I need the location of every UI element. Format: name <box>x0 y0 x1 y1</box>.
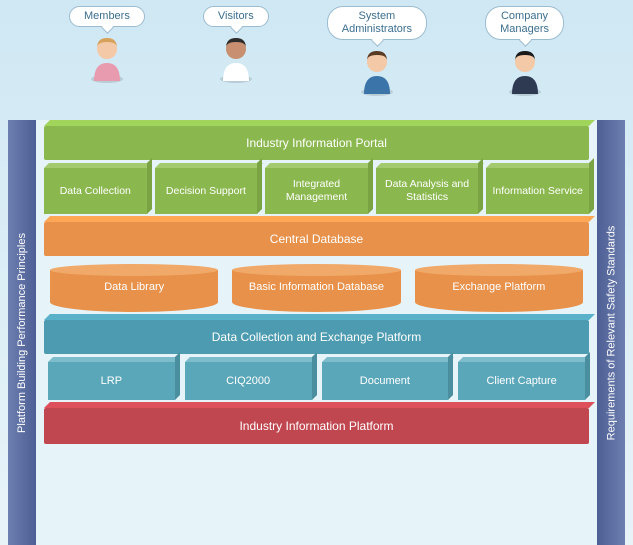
cylinder-row: Data Library Basic Information Database Ex… <box>44 264 589 312</box>
actor-3: CompanyManagers <box>485 6 564 118</box>
architecture-frame: Platform Building Performance Principles… <box>8 120 625 545</box>
teal-box-3: Client Capture <box>458 362 585 400</box>
actor-0: Members <box>69 6 145 118</box>
teal-bar: Data Collection and Exchange Platform <box>44 320 589 354</box>
actor-1: Visitors <box>203 6 269 118</box>
left-pillar: Platform Building Performance Principles <box>8 120 36 545</box>
portal-label: Industry Information Portal <box>246 136 387 150</box>
person-icon <box>86 31 128 83</box>
red-bar-label: Industry Information Platform <box>239 419 393 433</box>
stack: Industry Information Portal Data Collect… <box>36 120 597 545</box>
actors-row: Members Visitors SystemAdministrators Co… <box>0 0 633 118</box>
cylinder-1: Basic Information Database <box>232 264 400 312</box>
green-row: Data CollectionDecision SupportIntegrate… <box>44 168 589 214</box>
green-box-1: Decision Support <box>155 168 258 214</box>
central-db-label: Central Database <box>270 232 363 246</box>
cylinder-0: Data Library <box>50 264 218 312</box>
right-pillar-label: Requirements of Relevant Safety Standard… <box>605 225 617 440</box>
actor-2: SystemAdministrators <box>327 6 427 118</box>
person-icon <box>356 44 398 96</box>
green-box-0: Data Collection <box>44 168 147 214</box>
actor-label: Members <box>69 6 145 27</box>
portal-bar: Industry Information Portal <box>44 126 589 160</box>
green-box-4: Information Service <box>486 168 589 214</box>
teal-box-0: LRP <box>48 362 175 400</box>
actor-label: CompanyManagers <box>485 6 564 40</box>
central-db-bar: Central Database <box>44 222 589 256</box>
teal-box-1: CIQ2000 <box>185 362 312 400</box>
person-icon <box>504 44 546 96</box>
cylinder-2: Exchange Platform <box>415 264 583 312</box>
actor-label: Visitors <box>203 6 269 27</box>
actor-label: SystemAdministrators <box>327 6 427 40</box>
teal-box-2: Document <box>322 362 449 400</box>
green-box-3: Data Analysis and Statistics <box>376 168 479 214</box>
red-bar: Industry Information Platform <box>44 408 589 444</box>
teal-bar-label: Data Collection and Exchange Platform <box>212 330 421 344</box>
green-box-2: Integrated Management <box>265 168 368 214</box>
right-pillar: Requirements of Relevant Safety Standard… <box>597 120 625 545</box>
person-icon <box>215 31 257 83</box>
left-pillar-label: Platform Building Performance Principles <box>16 233 28 433</box>
teal-box-row: LRP CIQ2000 DocumentClient Capture <box>44 362 589 400</box>
